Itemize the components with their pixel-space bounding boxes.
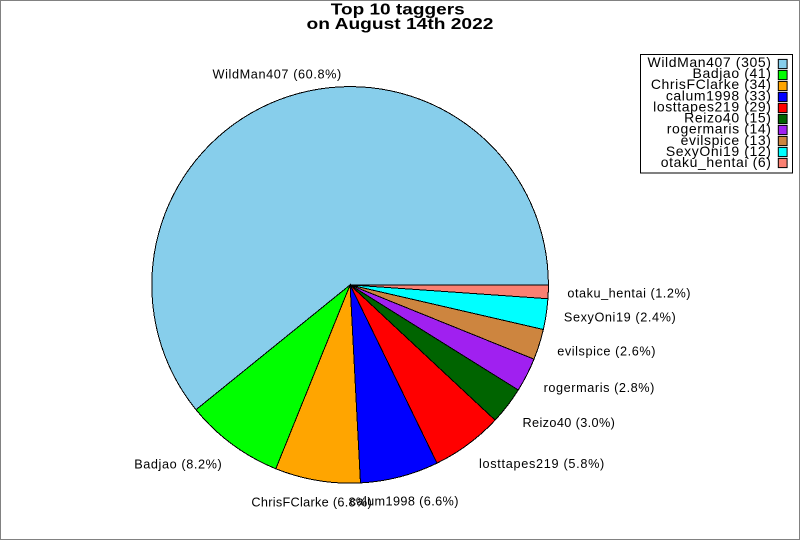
svg-text:rogermaris (14): rogermaris (14) bbox=[667, 121, 772, 137]
svg-text:calum1998 (33): calum1998 (33) bbox=[666, 87, 772, 103]
svg-text:evilspice (2.6%): evilspice (2.6%) bbox=[557, 345, 656, 359]
svg-text:rogermaris (2.8%): rogermaris (2.8%) bbox=[544, 381, 655, 395]
svg-text:Badjao (41): Badjao (41) bbox=[693, 65, 772, 81]
svg-text:evilspice (13): evilspice (13) bbox=[681, 132, 772, 148]
svg-text:otaku_hentai (1.2%): otaku_hentai (1.2%) bbox=[567, 286, 691, 300]
svg-text:Badjao (8.2%): Badjao (8.2%) bbox=[134, 458, 222, 472]
svg-text:SexyOni19 (12): SexyOni19 (12) bbox=[666, 143, 772, 159]
svg-text:WildMan407 (305): WildMan407 (305) bbox=[648, 54, 772, 70]
svg-text:losttapes219 (5.8%): losttapes219 (5.8%) bbox=[479, 457, 605, 471]
svg-text:losttapes219 (29): losttapes219 (29) bbox=[653, 98, 771, 114]
svg-text:Top 10 taggers: Top 10 taggers bbox=[331, 0, 465, 18]
svg-text:on August 14th 2022: on August 14th 2022 bbox=[307, 14, 494, 32]
svg-text:otaku_hentai (6): otaku_hentai (6) bbox=[661, 154, 772, 170]
svg-text:WildMan407 (60.8%): WildMan407 (60.8%) bbox=[213, 67, 342, 81]
svg-text:calum1998 (6.6%): calum1998 (6.6%) bbox=[350, 494, 459, 508]
svg-text:Reizo40 (15): Reizo40 (15) bbox=[684, 110, 771, 126]
svg-text:ChrisFClarke (34): ChrisFClarke (34) bbox=[651, 76, 772, 92]
svg-text:SexyOni19 (2.4%): SexyOni19 (2.4%) bbox=[564, 311, 676, 325]
svg-text:Reizo40 (3.0%): Reizo40 (3.0%) bbox=[523, 416, 616, 430]
svg-text:ChrisFClarke (6.8%): ChrisFClarke (6.8%) bbox=[251, 495, 372, 509]
